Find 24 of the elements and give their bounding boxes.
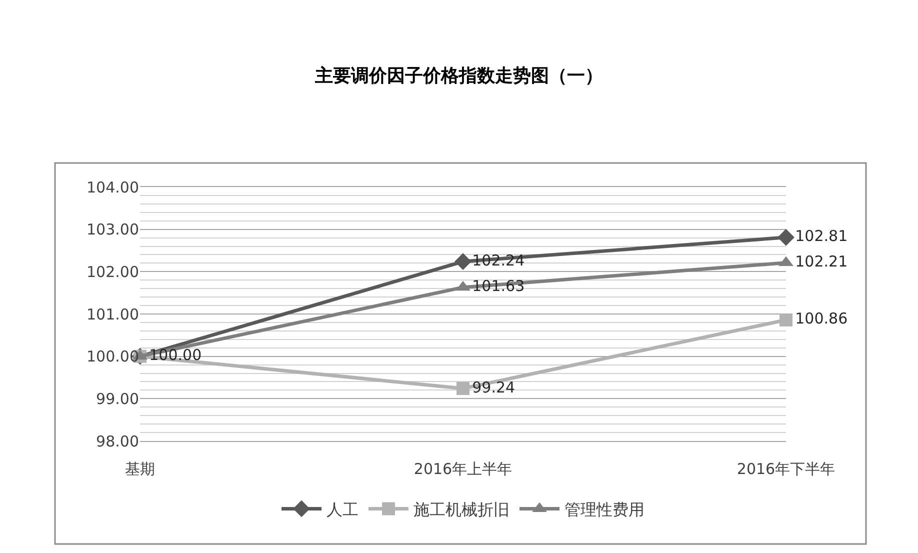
- y-tick-label: 104.00: [86, 178, 139, 196]
- point: [456, 382, 470, 396]
- data-label: 102.21: [795, 252, 848, 271]
- legend-label: 施工机械折旧: [414, 500, 510, 519]
- data-label: 101.63: [472, 277, 525, 296]
- y-tick-label: 98.00: [96, 432, 139, 450]
- chart-title: 主要调价因子价格指数走势图（一）: [314, 65, 603, 86]
- point: [780, 313, 792, 326]
- point: [778, 228, 794, 246]
- y-tick-label: 102.00: [86, 262, 139, 281]
- y-tick-label: 99.00: [96, 390, 139, 408]
- data-label: 99.24: [472, 378, 516, 396]
- x-tick-label: 基期: [125, 460, 155, 478]
- legend-label: 人工: [326, 500, 358, 519]
- legend-label: 管理性费用: [564, 500, 644, 519]
- y-tick-label: 100.00: [86, 348, 139, 366]
- data-label: 100.86: [795, 310, 848, 328]
- data-label: 102.81: [795, 227, 848, 246]
- y-tick-label: 103.00: [86, 220, 139, 239]
- data-label: 100.00: [149, 346, 202, 364]
- x-tick-label: 2016年下半年: [736, 460, 836, 478]
- y-tick-label: 101.00: [86, 305, 139, 324]
- x-tick-label: 2016年上半年: [414, 460, 512, 478]
- point: [454, 253, 472, 270]
